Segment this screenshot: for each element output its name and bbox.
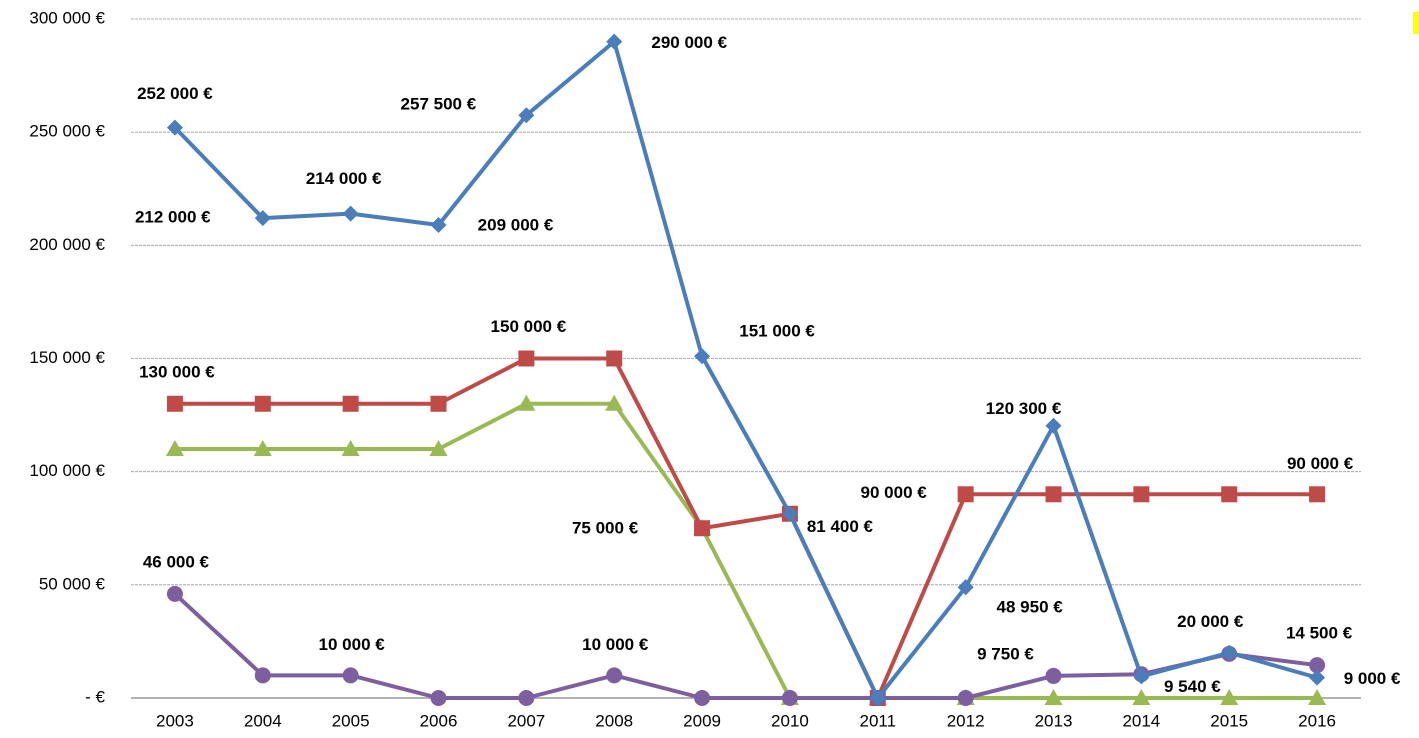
data-point xyxy=(430,395,447,412)
data-point xyxy=(518,690,535,706)
data-point xyxy=(254,395,271,412)
corner-mark xyxy=(1413,12,1419,34)
data-label: 48 950 € xyxy=(997,598,1064,617)
data-label: 9 750 € xyxy=(977,644,1034,663)
series-line xyxy=(174,401,1318,700)
data-point xyxy=(1044,689,1063,705)
data-label: 120 300 € xyxy=(986,399,1062,418)
data-point xyxy=(430,690,447,706)
data-point xyxy=(781,505,798,522)
x-tick-label: 2012 xyxy=(947,711,985,730)
data-point xyxy=(1220,689,1239,705)
data-label: 130 000 € xyxy=(139,362,215,381)
data-label: 90 000 € xyxy=(861,483,928,502)
data-label: 252 000 € xyxy=(137,84,213,103)
data-point xyxy=(517,394,536,411)
data-point xyxy=(957,486,974,503)
x-tick-label: 2003 xyxy=(156,711,194,730)
data-point xyxy=(1045,417,1062,434)
data-point xyxy=(605,394,624,411)
x-tick-label: 2007 xyxy=(507,711,545,730)
x-tick-label: 2009 xyxy=(683,711,721,730)
data-label: 150 000 € xyxy=(491,317,567,336)
y-tick-label: 100 000 € xyxy=(29,461,105,480)
x-tick-label: 2006 xyxy=(420,711,458,730)
data-point xyxy=(694,520,711,537)
data-label: 209 000 € xyxy=(478,215,554,234)
data-point xyxy=(1045,667,1062,684)
data-point xyxy=(1221,644,1238,661)
data-point xyxy=(342,205,359,222)
data-point xyxy=(254,667,271,684)
data-point xyxy=(342,667,359,684)
data-point xyxy=(957,579,974,596)
data-point xyxy=(518,107,535,124)
data-point xyxy=(429,440,448,457)
data-point xyxy=(957,690,974,706)
data-point xyxy=(166,395,183,412)
y-tick-label: 250 000 € xyxy=(29,122,105,141)
data-label: 75 000 € xyxy=(572,519,639,538)
data-point xyxy=(1133,486,1150,503)
data-label: 14 500 € xyxy=(1286,624,1353,643)
data-point xyxy=(341,440,360,457)
data-point xyxy=(342,395,359,412)
data-point xyxy=(1045,486,1062,503)
x-tick-label: 2014 xyxy=(1122,711,1160,730)
data-point xyxy=(166,119,183,136)
y-tick-label: 50 000 € xyxy=(39,574,106,593)
data-point xyxy=(1132,689,1151,705)
y-tick-label: 150 000 € xyxy=(29,348,105,367)
data-label: 10 000 € xyxy=(582,635,649,654)
series-line xyxy=(173,592,1318,700)
data-point xyxy=(781,690,798,706)
data-point xyxy=(165,440,184,457)
data-label: 151 000 € xyxy=(739,322,815,341)
data-label: 212 000 € xyxy=(135,208,211,227)
data-label: 20 000 € xyxy=(1177,612,1244,631)
series-line xyxy=(173,39,1318,700)
data-point xyxy=(254,210,271,227)
y-tick-label: 300 000 € xyxy=(29,8,105,27)
series-line xyxy=(174,356,1318,700)
data-point xyxy=(166,585,183,602)
data-label: 9 540 € xyxy=(1164,677,1221,696)
x-tick-label: 2004 xyxy=(244,711,282,730)
data-point xyxy=(606,350,623,367)
data-point xyxy=(1309,669,1326,686)
data-point xyxy=(869,690,886,706)
data-label: 81 400 € xyxy=(807,517,874,536)
data-point xyxy=(430,216,447,233)
data-label: 214 000 € xyxy=(306,169,382,188)
data-label: 290 000 € xyxy=(651,33,727,52)
x-tick-label: 2008 xyxy=(595,711,633,730)
x-tick-label: 2013 xyxy=(1035,711,1073,730)
data-label: 10 000 € xyxy=(319,635,386,654)
data-point xyxy=(1308,689,1327,705)
data-label: 9 000 € xyxy=(1344,669,1401,688)
data-point xyxy=(606,33,623,50)
data-point xyxy=(694,348,711,365)
data-point xyxy=(1309,486,1326,503)
data-point xyxy=(694,690,711,706)
data-label: 257 500 € xyxy=(401,95,477,114)
x-tick-label: 2010 xyxy=(771,711,809,730)
data-point xyxy=(1309,657,1326,674)
data-point xyxy=(1221,486,1238,503)
y-tick-label: - € xyxy=(85,687,105,706)
x-tick-label: 2015 xyxy=(1210,711,1248,730)
x-tick-label: 2011 xyxy=(860,711,897,730)
data-point xyxy=(253,440,272,457)
data-point xyxy=(606,667,623,684)
data-point xyxy=(1133,668,1150,685)
x-tick-label: 2005 xyxy=(332,711,370,730)
data-label: 46 000 € xyxy=(143,552,210,571)
data-label: 90 000 € xyxy=(1287,454,1354,473)
x-tick-label: 2016 xyxy=(1298,711,1336,730)
y-tick-label: 200 000 € xyxy=(29,235,105,254)
data-point xyxy=(518,350,535,367)
